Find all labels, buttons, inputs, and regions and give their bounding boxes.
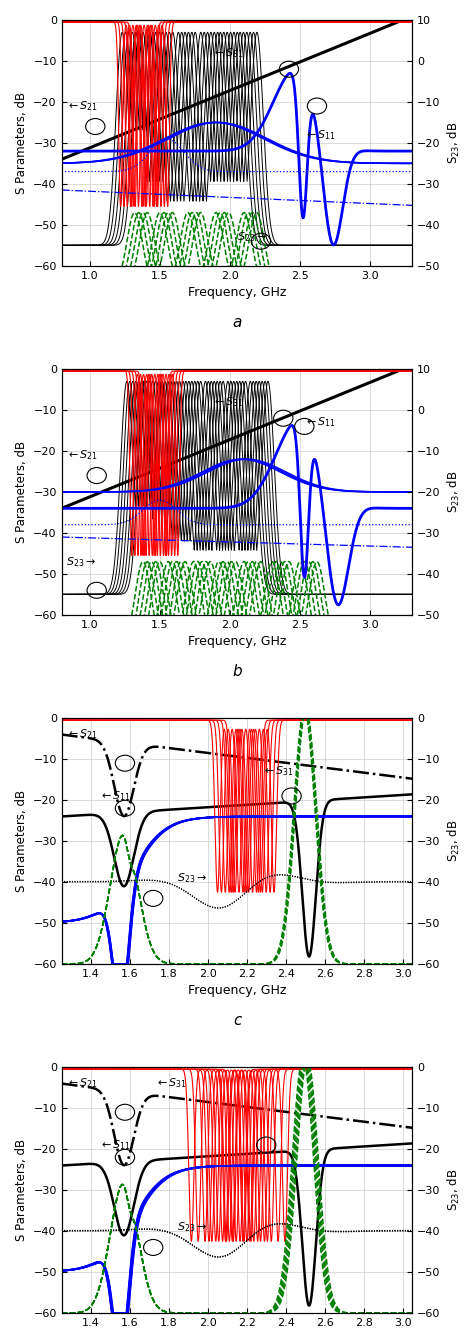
Text: $S_{23}\rightarrow$: $S_{23}\rightarrow$ [177, 1220, 207, 1234]
Text: $\leftarrow S_{11}$: $\leftarrow S_{11}$ [99, 1138, 130, 1152]
Y-axis label: S Parameters, dB: S Parameters, dB [15, 92, 27, 195]
Text: $\leftarrow S_{11}$: $\leftarrow S_{11}$ [99, 789, 130, 802]
Text: $\leftarrow S_{21}$: $\leftarrow S_{21}$ [66, 448, 98, 463]
Text: $\leftarrow S_{11}$: $\leftarrow S_{11}$ [304, 416, 336, 429]
Text: a: a [232, 315, 242, 331]
Y-axis label: S$_{23}$, dB: S$_{23}$, dB [447, 1169, 463, 1212]
Y-axis label: S$_{23}$, dB: S$_{23}$, dB [447, 121, 463, 164]
Text: $\leftarrow S_{21}$: $\leftarrow S_{21}$ [65, 728, 98, 741]
Y-axis label: S Parameters, dB: S Parameters, dB [15, 790, 27, 892]
Text: $S_{23}\rightarrow$: $S_{23}\rightarrow$ [66, 555, 96, 568]
Text: $S_{23}\rightarrow$: $S_{23}\rightarrow$ [237, 231, 267, 244]
Text: $\leftarrow S_{31}$: $\leftarrow S_{31}$ [155, 1077, 187, 1090]
Text: $S_{23}\rightarrow$: $S_{23}\rightarrow$ [177, 870, 207, 885]
Y-axis label: S Parameters, dB: S Parameters, dB [15, 441, 27, 543]
Text: $\leftarrow S_{11}$: $\leftarrow S_{11}$ [304, 128, 336, 141]
Text: $\leftarrow S_{31}$: $\leftarrow S_{31}$ [262, 765, 294, 778]
Text: b: b [232, 664, 242, 678]
X-axis label: Frequency, GHz: Frequency, GHz [188, 636, 286, 648]
Y-axis label: S$_{23}$, dB: S$_{23}$, dB [447, 471, 463, 513]
Text: $\leftarrow S_{21}$: $\leftarrow S_{21}$ [66, 99, 98, 113]
Y-axis label: S$_{23}$, dB: S$_{23}$, dB [447, 820, 463, 862]
Text: $\leftarrow S_{21}$: $\leftarrow S_{21}$ [65, 1077, 98, 1090]
Text: $\leftarrow S_{31}$: $\leftarrow S_{31}$ [212, 45, 244, 60]
Y-axis label: S Parameters, dB: S Parameters, dB [15, 1138, 27, 1241]
X-axis label: Frequency, GHz: Frequency, GHz [188, 984, 286, 997]
Text: c: c [233, 1013, 241, 1028]
X-axis label: Frequency, GHz: Frequency, GHz [188, 287, 286, 299]
Text: $\leftarrow S_{31}$: $\leftarrow S_{31}$ [212, 395, 244, 409]
